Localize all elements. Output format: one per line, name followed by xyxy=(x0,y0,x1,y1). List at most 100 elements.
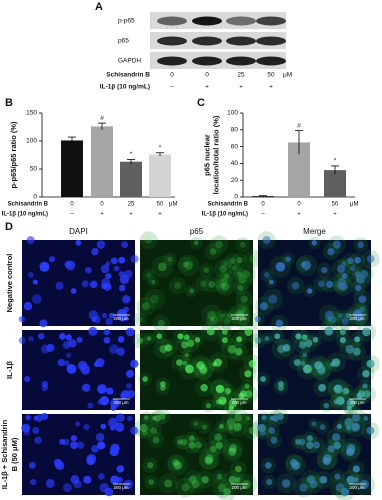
nucleus-dapi xyxy=(339,282,348,291)
nucleus-dapi xyxy=(264,335,270,342)
nucleus-dapi xyxy=(290,460,301,471)
cytoplasm-p65 xyxy=(235,310,251,326)
il1b-label: – xyxy=(170,84,174,91)
nucleus-dapi xyxy=(127,415,133,422)
nucleus-dapi xyxy=(259,429,266,436)
nucleus-dapi xyxy=(361,327,371,337)
nucleus-p65 xyxy=(333,384,343,394)
nucleus-dapi xyxy=(333,384,342,393)
nucleus-p65 xyxy=(216,473,223,480)
nucleus-p65 xyxy=(248,426,256,435)
cytoplasm-p65 xyxy=(140,411,153,424)
nucleus-dapi xyxy=(130,426,139,435)
y-tick-label: 80 xyxy=(231,127,239,134)
nucleus-p65 xyxy=(272,414,279,422)
nucleus-dapi xyxy=(103,336,111,344)
nucleus-p65 xyxy=(260,430,266,436)
cytoplasm-p65 xyxy=(322,440,340,458)
cytoplasm-p65 xyxy=(294,434,310,450)
nucleus-dapi xyxy=(322,456,332,466)
cytoplasm-p65 xyxy=(304,474,323,494)
nucleus-p65 xyxy=(184,352,189,358)
nucleus-p65 xyxy=(307,288,313,294)
micrograph: 200 μm xyxy=(134,407,262,500)
nucleus-dapi xyxy=(317,280,325,288)
nucleus-dapi xyxy=(62,483,72,493)
nucleus-dapi xyxy=(88,310,99,320)
nucleus-dapi xyxy=(26,236,35,245)
nucleus-p65 xyxy=(319,424,326,430)
nucleus-p65 xyxy=(227,344,237,354)
nucleus-dapi xyxy=(110,425,116,431)
nucleus-p65 xyxy=(150,294,160,304)
cytoplasm-p65 xyxy=(190,418,202,430)
dose-label: 25 xyxy=(237,72,245,79)
nucleus-p65 xyxy=(211,316,219,323)
nucleus-p65 xyxy=(234,465,242,473)
cytoplasm-p65 xyxy=(142,457,159,474)
nucleus-p65 xyxy=(291,461,300,470)
cytoplasm-p65 xyxy=(334,309,347,322)
nucleus-dapi xyxy=(262,236,271,245)
nucleus-p65 xyxy=(234,413,243,422)
micrograph-background xyxy=(140,330,253,410)
nucleus-dapi xyxy=(62,341,71,349)
cytoplasm-p65 xyxy=(177,254,200,277)
nucleus-dapi xyxy=(32,279,38,285)
y-axis-label: p65 nuclear xyxy=(202,134,211,176)
nucleus-dapi xyxy=(116,476,123,483)
nucleus-dapi xyxy=(359,479,370,490)
cytoplasm-p65 xyxy=(260,268,274,282)
cytoplasm-p65 xyxy=(144,288,166,310)
cytoplasm-p65 xyxy=(334,277,353,296)
nucleus-p65 xyxy=(354,257,361,264)
nucleus-p65 xyxy=(356,392,363,399)
nucleus-p65 xyxy=(224,387,232,395)
cytoplasm-p65 xyxy=(314,470,333,489)
nucleus-p65 xyxy=(346,475,355,484)
nucleus-dapi xyxy=(76,336,83,343)
nucleus-p65 xyxy=(137,316,143,323)
nucleus-p65 xyxy=(285,256,291,262)
cytoplasm-p65 xyxy=(175,336,194,354)
nucleus-dapi xyxy=(130,359,139,368)
nucleus-p65 xyxy=(327,248,335,256)
micrograph-background xyxy=(22,240,135,326)
nucleus-dapi xyxy=(97,441,106,450)
nucleus-dapi xyxy=(327,445,335,453)
cytoplasm-p65 xyxy=(265,432,283,449)
nucleus-dapi xyxy=(266,478,273,486)
nucleus-dapi xyxy=(25,414,31,421)
micrograph: 200 μm xyxy=(21,412,139,497)
nucleus-dapi xyxy=(334,473,341,480)
nucleus-p65 xyxy=(295,333,302,340)
nucleus-p65 xyxy=(255,316,261,323)
nucleus-dapi xyxy=(97,398,104,405)
dose-label: 50 xyxy=(267,72,275,79)
cytoplasm-p65 xyxy=(347,342,367,361)
cytoplasm-p65 xyxy=(178,256,194,272)
nucleus-p65 xyxy=(156,333,163,340)
nucleus-dapi xyxy=(306,435,314,442)
nucleus-p65 xyxy=(262,236,271,244)
nucleus-p65 xyxy=(236,257,243,264)
nucleus-dapi xyxy=(122,295,131,304)
nucleus-p65 xyxy=(265,462,272,469)
panel-label: D xyxy=(5,221,13,233)
il1b-label: + xyxy=(297,212,301,218)
nucleus-p65 xyxy=(319,476,327,484)
nucleus-p65 xyxy=(191,480,200,489)
cytoplasm-p65 xyxy=(183,436,201,454)
nucleus-dapi xyxy=(357,241,365,249)
nucleus-p65 xyxy=(214,433,222,441)
dose-unit: μM xyxy=(169,202,177,208)
cytoplasm-p65 xyxy=(132,312,148,327)
nucleus-dapi xyxy=(57,358,66,367)
nucleus-p65 xyxy=(304,339,313,348)
nucleus-dapi xyxy=(30,478,37,486)
nucleus-dapi xyxy=(32,294,42,304)
cytoplasm-p65 xyxy=(228,407,248,428)
cytoplasm-p65 xyxy=(231,473,245,487)
nucleus-p65 xyxy=(219,282,226,289)
nucleus-p65 xyxy=(334,473,341,480)
